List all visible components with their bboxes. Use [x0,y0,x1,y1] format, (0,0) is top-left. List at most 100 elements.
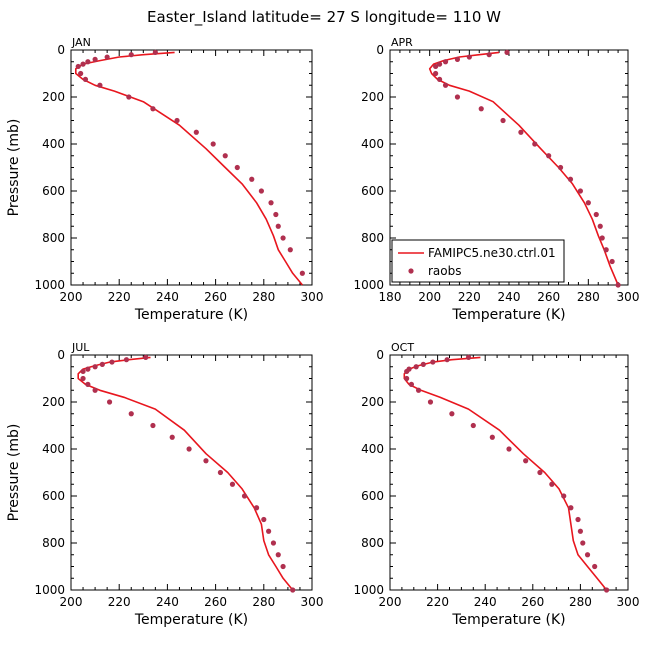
raobs-point [436,61,443,67]
x-tick-label: 300 [301,595,324,609]
legend-model-label: FAMIPC5.ne30.ctrl.01 [428,246,556,260]
y-tick-label: 1000 [34,278,65,292]
y-tick-label: 400 [42,442,65,456]
raobs-point [80,375,86,382]
raobs-point [584,552,591,558]
raobs-point [599,235,605,241]
panel-label: JUL [71,341,90,354]
raobs-point [500,117,506,124]
raobs-point [97,82,103,88]
raobs-point [92,387,98,393]
raobs-point [592,563,598,570]
raobs-point [80,368,86,375]
x-tick-label: 240 [156,290,179,304]
raobs-point [609,258,615,265]
y-tick-label: 200 [361,395,384,409]
raobs-point [603,247,609,253]
raobs-point [506,446,512,452]
raobs-point [537,469,543,476]
x-axis-label: Temperature (K) [134,612,248,628]
y-tick-label: 1000 [34,583,65,597]
raobs-point [489,434,495,440]
raobs-point [123,357,130,363]
raobs-point [106,399,113,405]
legend-obs-swatch [408,268,414,274]
y-tick-label: 0 [57,43,65,57]
y-tick-label: 600 [42,184,65,198]
raobs-point [486,52,492,58]
x-tick-label: 240 [474,595,497,609]
raobs-point [561,493,567,499]
raobs-point [427,399,434,405]
x-tick-label: 280 [577,290,600,304]
raobs-point [597,223,603,229]
panel-label: JAN [71,36,91,49]
y-tick-label: 800 [361,536,384,550]
raobs-point [104,54,110,60]
raobs-point [128,52,134,58]
raobs-point [210,141,216,147]
y-tick-label: 1000 [353,278,384,292]
raobs-point [454,56,461,63]
raobs-point [150,106,156,112]
raobs-point [290,587,296,593]
raobs-point [549,481,555,487]
y-axis-label: Pressure (mb) [6,119,22,217]
legend-obs-label: raobs [428,264,462,278]
raobs-point [193,129,199,135]
raobs-point [75,63,81,70]
raobs-point [577,188,584,194]
x-tick-label: 200 [418,290,441,304]
raobs-point [169,434,175,440]
raobs-point [186,446,192,452]
raobs-point [150,422,156,429]
raobs-point [234,164,240,171]
raobs-point [268,200,274,206]
raobs-point [546,153,552,159]
raobs-point [85,59,91,65]
raobs-point [82,76,89,82]
y-tick-label: 800 [42,536,65,550]
raobs-point [217,469,224,476]
raobs-point [152,49,158,55]
raobs-point [523,458,529,464]
raobs-point [415,387,422,393]
x-tick-label: 280 [252,290,275,304]
x-tick-label: 280 [569,595,592,609]
x-axis-label: Temperature (K) [134,307,248,323]
y-tick-label: 600 [361,184,384,198]
model-line [77,356,294,591]
raobs-point [404,368,410,375]
raobs-point [518,129,524,135]
raobs-point [433,63,439,70]
raobs-point [449,411,455,417]
raobs-point [126,94,132,100]
raobs-point [266,528,272,534]
x-tick-label: 240 [498,290,521,304]
x-tick-label: 300 [617,290,640,304]
y-tick-label: 800 [361,231,384,245]
raobs-point [99,361,105,367]
raobs-point [470,422,476,429]
page-title: Easter_Island latitude= 27 S longitude= … [147,8,501,27]
x-tick-label: 180 [379,290,402,304]
model-line [403,356,608,591]
raobs-point [615,282,621,288]
raobs-point [128,411,134,417]
plot-frame [70,49,313,286]
x-tick-label: 200 [60,290,83,304]
raobs-point [80,61,86,67]
raobs-point [444,357,450,363]
x-tick-label: 240 [156,595,179,609]
raobs-point [404,375,410,382]
raobs-point [557,164,564,171]
raobs-point [109,359,115,365]
raobs-point [580,540,586,546]
x-tick-label: 300 [617,595,640,609]
raobs-point [222,153,228,159]
raobs-point [408,381,415,387]
raobs-point [299,270,305,276]
x-tick-label: 260 [204,290,227,304]
x-axis-label: Temperature (K) [451,307,565,323]
